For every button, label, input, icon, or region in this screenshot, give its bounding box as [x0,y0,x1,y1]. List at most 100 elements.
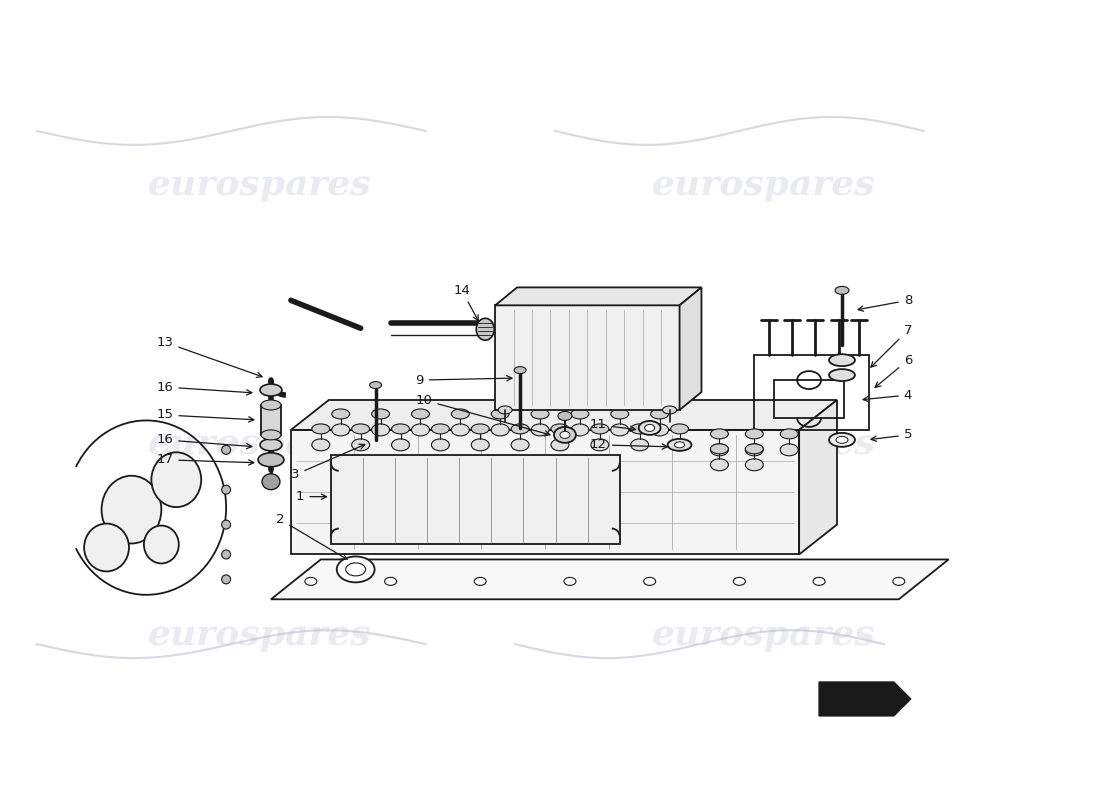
Ellipse shape [337,557,375,582]
Ellipse shape [610,424,629,436]
Ellipse shape [564,578,576,586]
Ellipse shape [431,424,450,434]
Ellipse shape [221,446,231,454]
Ellipse shape [560,431,570,438]
Ellipse shape [498,406,513,414]
Ellipse shape [734,578,746,586]
Ellipse shape [352,439,370,451]
Ellipse shape [836,436,848,443]
Text: 5: 5 [871,428,912,442]
Ellipse shape [746,429,763,439]
Ellipse shape [221,520,231,529]
Polygon shape [290,430,799,554]
Ellipse shape [630,424,649,434]
Ellipse shape [746,444,763,456]
Polygon shape [331,455,619,545]
Ellipse shape [671,424,689,434]
Text: 8: 8 [858,294,912,311]
Ellipse shape [835,286,849,294]
Ellipse shape [370,382,382,389]
Text: eurospares: eurospares [147,618,372,652]
Text: 10: 10 [416,394,550,436]
Ellipse shape [492,409,509,419]
Ellipse shape [260,439,282,451]
Text: eurospares: eurospares [652,618,876,652]
Ellipse shape [610,409,629,419]
Ellipse shape [746,444,763,454]
Ellipse shape [221,486,231,494]
Ellipse shape [261,400,280,410]
Ellipse shape [260,384,282,396]
Ellipse shape [392,439,409,451]
Polygon shape [290,400,837,430]
Polygon shape [820,682,911,716]
Polygon shape [495,287,702,306]
Ellipse shape [84,523,129,571]
Ellipse shape [650,409,669,419]
Text: eurospares: eurospares [147,427,372,461]
Text: 16: 16 [156,381,252,395]
Ellipse shape [311,424,330,434]
Ellipse shape [554,427,576,443]
Ellipse shape [474,578,486,586]
Text: eurospares: eurospares [652,427,876,461]
Text: eurospares: eurospares [652,168,876,202]
Ellipse shape [514,366,526,374]
Ellipse shape [571,409,588,419]
Ellipse shape [392,424,409,434]
Ellipse shape [571,424,588,436]
Ellipse shape [451,424,470,436]
Ellipse shape [476,318,494,340]
Text: 17: 17 [156,454,254,466]
Ellipse shape [630,439,649,451]
Ellipse shape [311,439,330,451]
Text: 16: 16 [156,434,252,449]
Text: 1: 1 [296,490,327,503]
Ellipse shape [711,429,728,439]
Polygon shape [271,559,948,599]
Ellipse shape [332,409,350,419]
Ellipse shape [829,369,855,381]
Ellipse shape [305,578,317,586]
Ellipse shape [261,430,280,440]
Ellipse shape [813,578,825,586]
Ellipse shape [385,578,396,586]
Ellipse shape [152,452,201,507]
Ellipse shape [591,424,608,434]
Ellipse shape [780,444,799,456]
Ellipse shape [332,424,350,436]
Text: 14: 14 [453,284,478,321]
Ellipse shape [492,424,509,436]
Ellipse shape [144,526,179,563]
Ellipse shape [512,439,529,451]
Ellipse shape [551,439,569,451]
Ellipse shape [345,563,365,576]
Ellipse shape [780,429,799,439]
Ellipse shape [221,550,231,559]
Ellipse shape [451,409,470,419]
Text: 7: 7 [871,324,912,367]
Polygon shape [799,400,837,554]
Ellipse shape [411,409,429,419]
Ellipse shape [662,406,676,414]
Text: 12: 12 [590,438,668,451]
Ellipse shape [829,433,855,447]
Ellipse shape [101,476,162,543]
Ellipse shape [650,424,669,436]
Ellipse shape [893,578,905,586]
Ellipse shape [671,439,689,451]
Polygon shape [680,287,702,410]
Ellipse shape [471,439,490,451]
Text: 4: 4 [864,389,912,402]
Ellipse shape [558,411,572,421]
Ellipse shape [674,442,684,448]
Ellipse shape [645,425,654,431]
Ellipse shape [411,424,429,436]
Ellipse shape [372,424,389,436]
Ellipse shape [639,421,661,435]
Ellipse shape [711,444,728,456]
Ellipse shape [431,439,450,451]
Text: 11: 11 [590,418,636,431]
Text: 13: 13 [156,336,262,378]
Ellipse shape [512,424,529,434]
